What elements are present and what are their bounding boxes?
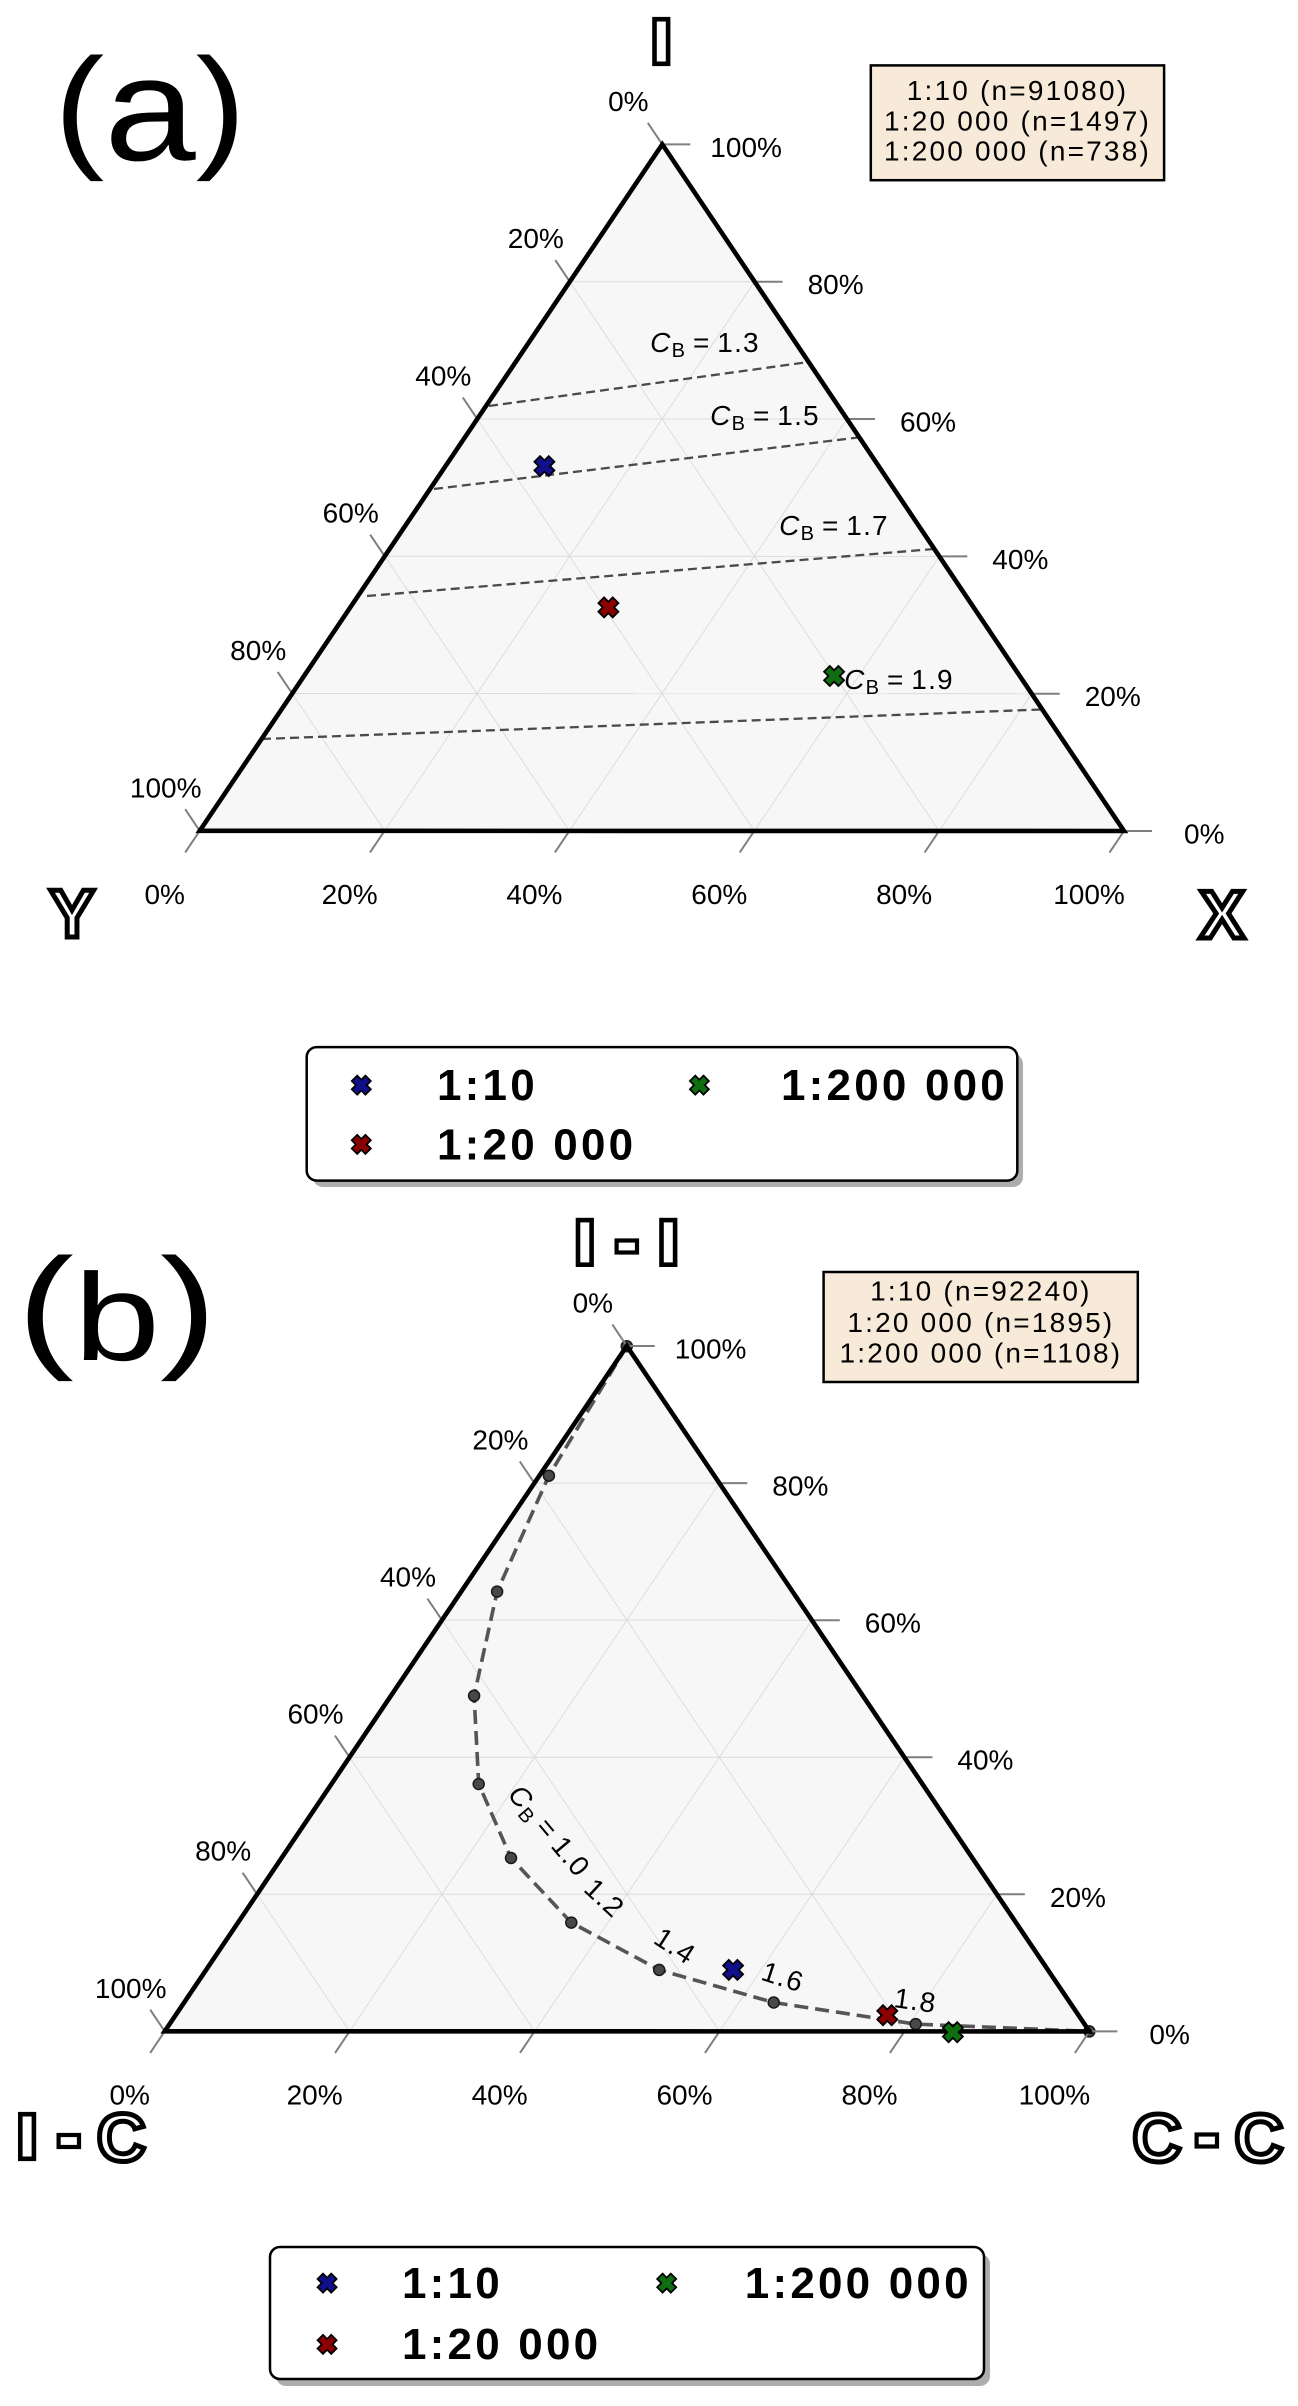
svg-text:1:200 000: 1:200 000 xyxy=(745,2259,972,2308)
svg-text:CB = 1.7: CB = 1.7 xyxy=(779,510,889,545)
svg-text:20%: 20% xyxy=(508,223,564,254)
svg-text:1:10: 1:10 xyxy=(402,2259,503,2308)
svg-text:CB = 1.9: CB = 1.9 xyxy=(844,664,954,699)
svg-text:60%: 60% xyxy=(287,1699,343,1730)
svg-text:(a): (a) xyxy=(54,27,246,193)
svg-text:60%: 60% xyxy=(900,407,956,438)
svg-text:X: X xyxy=(1199,877,1244,953)
svg-text:60%: 60% xyxy=(691,879,747,910)
svg-text:40%: 40% xyxy=(472,2079,528,2110)
svg-text:60%: 60% xyxy=(656,2079,712,2110)
svg-text:20%: 20% xyxy=(287,2079,343,2110)
svg-text:0%: 0% xyxy=(573,1288,613,1319)
svg-text:80%: 80% xyxy=(808,269,864,300)
svg-text:CB = 1.5: CB = 1.5 xyxy=(710,400,820,435)
svg-text:1.8: 1.8 xyxy=(892,1982,938,2019)
svg-text:0%: 0% xyxy=(1184,819,1224,850)
svg-text:0%: 0% xyxy=(1149,2019,1189,2050)
svg-text:1:200 000 (n=738): 1:200 000 (n=738) xyxy=(884,136,1151,167)
svg-text:100%: 100% xyxy=(130,772,202,803)
svg-text:80%: 80% xyxy=(230,635,286,666)
svg-text:0%: 0% xyxy=(144,879,184,910)
svg-text:80%: 80% xyxy=(195,1836,251,1867)
svg-text:40%: 40% xyxy=(992,544,1048,575)
svg-text:1:20 000: 1:20 000 xyxy=(402,2320,601,2369)
svg-text:C: C xyxy=(97,2100,146,2176)
svg-text:Y: Y xyxy=(49,876,94,952)
svg-text:1:20 000: 1:20 000 xyxy=(437,1121,636,1170)
svg-text:0%: 0% xyxy=(109,2079,149,2110)
svg-text:C: C xyxy=(1132,2101,1181,2177)
svg-text:80%: 80% xyxy=(876,879,932,910)
svg-text:40%: 40% xyxy=(957,1745,1013,1776)
svg-text:20%: 20% xyxy=(322,879,378,910)
svg-text:CB = 1.3: CB = 1.3 xyxy=(650,327,760,362)
svg-text:80%: 80% xyxy=(841,2079,897,2110)
svg-text:1:10 (n=91080): 1:10 (n=91080) xyxy=(907,75,1129,106)
svg-text:C: C xyxy=(1234,2101,1283,2177)
svg-text:1:10 (n=92240): 1:10 (n=92240) xyxy=(870,1275,1092,1306)
svg-text:1:200 000 (n=1108): 1:200 000 (n=1108) xyxy=(840,1338,1123,1369)
svg-text:40%: 40% xyxy=(415,361,471,392)
svg-text:100%: 100% xyxy=(1019,2079,1091,2110)
svg-text:60%: 60% xyxy=(323,498,379,529)
svg-text:100%: 100% xyxy=(95,1973,167,2004)
svg-text:20%: 20% xyxy=(472,1425,528,1456)
svg-text:100%: 100% xyxy=(675,1334,747,1365)
svg-text:(b): (b) xyxy=(17,1230,216,1386)
svg-text:1:10: 1:10 xyxy=(437,1061,538,1110)
svg-text:0%: 0% xyxy=(608,86,648,117)
svg-text:40%: 40% xyxy=(506,879,562,910)
svg-text:100%: 100% xyxy=(1053,879,1125,910)
svg-text:1:20 000 (n=1895): 1:20 000 (n=1895) xyxy=(847,1307,1114,1338)
svg-text:1:200 000: 1:200 000 xyxy=(781,1061,1008,1110)
svg-text:60%: 60% xyxy=(865,1608,921,1639)
svg-text:80%: 80% xyxy=(772,1471,828,1502)
svg-text:20%: 20% xyxy=(1085,681,1141,712)
svg-text:1:20 000 (n=1497): 1:20 000 (n=1497) xyxy=(884,105,1151,136)
svg-text:20%: 20% xyxy=(1050,1882,1106,1913)
svg-text:40%: 40% xyxy=(380,1562,436,1593)
svg-text:100%: 100% xyxy=(710,132,782,163)
